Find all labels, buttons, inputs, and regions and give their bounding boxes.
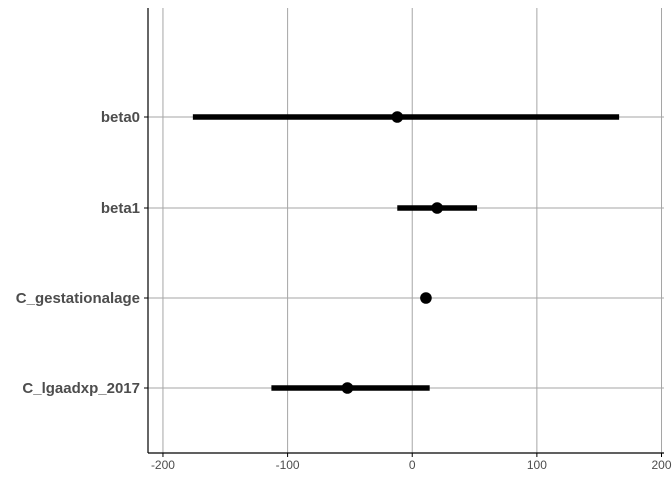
x-tick-label: -100 <box>276 458 300 472</box>
y-tick-label: beta1 <box>101 200 140 217</box>
tick-labels: -200 -100 0 100 200 beta0 beta1 C_gestationalag… <box>16 109 672 472</box>
x-tick-label: -200 <box>151 458 175 472</box>
y-tick-label: C_gestationalage <box>16 290 140 307</box>
estimate-point <box>431 202 443 214</box>
axes <box>144 8 664 457</box>
estimate-point <box>341 382 354 394</box>
plot-marks <box>192 111 620 394</box>
x-tick-label: 100 <box>527 458 547 472</box>
estimate-point <box>420 292 432 304</box>
x-tick-label: 0 <box>409 458 416 472</box>
estimate-point <box>391 111 404 123</box>
y-tick-label: beta0 <box>101 109 140 126</box>
y-tick-label: C_lgaadxp_2017 <box>22 380 140 397</box>
x-tick-label: 200 <box>651 458 671 472</box>
